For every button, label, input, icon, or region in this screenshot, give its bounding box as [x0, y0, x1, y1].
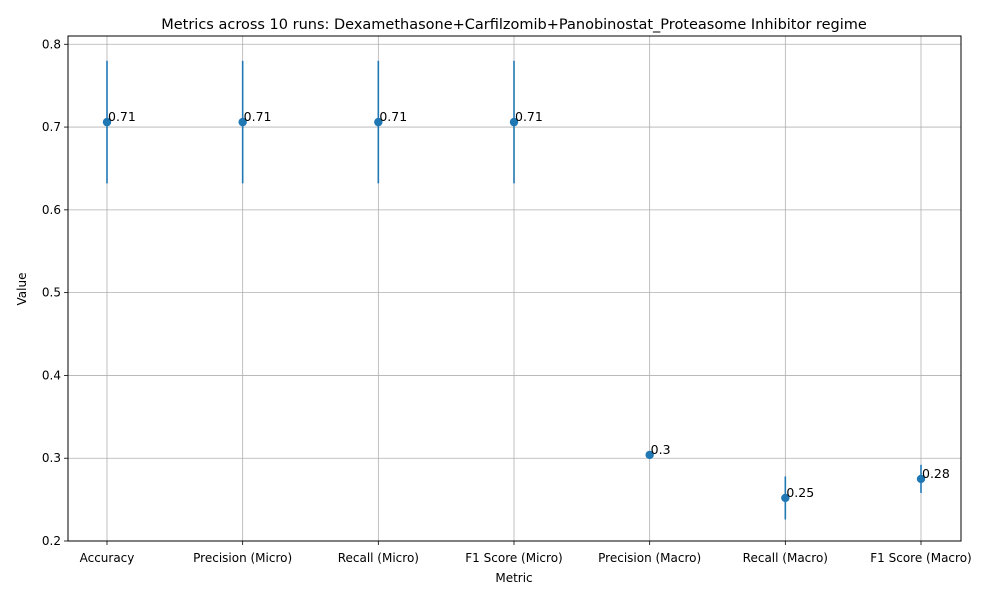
data-points [102, 117, 926, 503]
y-tick-label: 0.8 [42, 37, 61, 51]
x-tick-label: Precision (Micro) [193, 551, 292, 565]
data-point [916, 474, 926, 484]
data-label: 0.71 [379, 109, 407, 124]
data-point [238, 117, 247, 127]
data-point [102, 117, 112, 127]
data-label: 0.3 [651, 442, 671, 457]
data-point [509, 117, 519, 127]
y-tick-label: 0.6 [42, 203, 61, 217]
x-tick-label: Precision (Macro) [598, 551, 701, 565]
data-label: 0.71 [244, 109, 272, 124]
y-tick-label: 0.5 [42, 286, 61, 300]
plot-frame [67, 35, 962, 542]
y-tick-label: 0.7 [42, 120, 61, 134]
x-tick-label: Recall (Micro) [338, 551, 419, 565]
data-point [374, 117, 383, 127]
x-tick-label: F1 Score (Micro) [465, 551, 562, 565]
data-label: 0.71 [108, 109, 136, 124]
y-tick-label: 0.2 [42, 534, 61, 548]
chart-title: Metrics across 10 runs: Dexamethasone+Ca… [161, 17, 867, 33]
data-label: 0.28 [922, 466, 950, 481]
data-labels: 0.71 0.71 0.71 0.71 0.3 0.25 0.28 [108, 109, 950, 500]
data-label: 0.71 [515, 109, 543, 124]
x-tick-label: Accuracy [80, 551, 135, 565]
data-label: 0.25 [786, 485, 814, 500]
x-axis-title: Metric [495, 571, 532, 585]
x-tick-label: F1 Score (Macro) [870, 551, 971, 565]
y-axis-ticks: 0.2 0.3 0.4 0.5 0.6 0.7 0.8 [42, 37, 68, 548]
x-tick-label: Recall (Macro) [743, 551, 828, 565]
y-axis-title: Value [15, 273, 29, 306]
y-tick-label: 0.3 [42, 451, 61, 465]
data-point [645, 450, 654, 460]
x-axis-ticks: Accuracy Precision (Micro) Recall (Micro) F… [80, 541, 972, 565]
y-tick-label: 0.4 [42, 368, 61, 382]
data-point [781, 493, 790, 503]
